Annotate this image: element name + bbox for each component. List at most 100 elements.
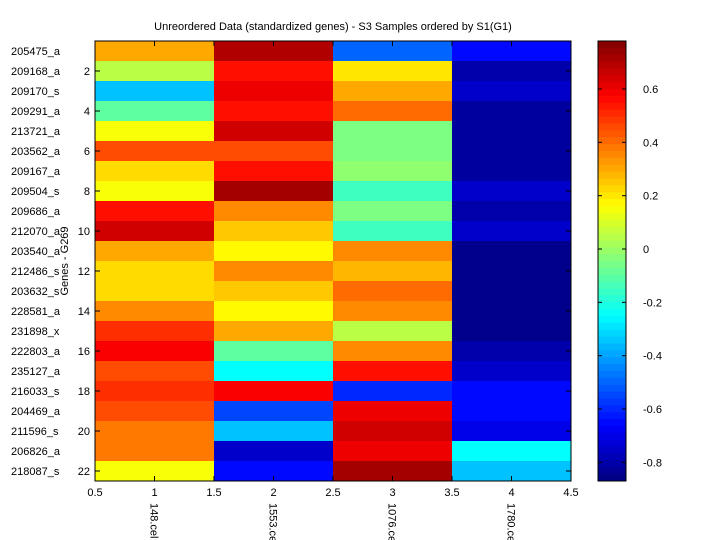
colorbar-segment [598, 130, 626, 138]
colorbar-segment [598, 371, 626, 379]
x-tick-label: 1 [151, 487, 157, 499]
colorbar-segment [598, 226, 626, 234]
cell-r9-c2 [214, 201, 334, 222]
y-tick-label: 2 [84, 66, 90, 78]
cell-r12-c2 [214, 261, 334, 282]
colorbar-segment [598, 384, 626, 393]
colorbar-segment [598, 288, 626, 296]
colorbar-segment [598, 82, 626, 90]
cell-r8-c4 [452, 181, 572, 202]
colorbar-tick-label: 0.4 [643, 137, 658, 149]
cell-r13-c2 [214, 281, 334, 302]
cell-r22-c1 [95, 461, 215, 482]
colorbar-segment [598, 89, 626, 97]
cell-r2-c1 [95, 61, 215, 82]
colorbar-segment [598, 61, 626, 69]
cell-r22-c3 [333, 461, 453, 482]
cell-r20-c4 [452, 421, 572, 442]
axes: 205475_a 209168_a 209170_s 209291_a 213721_a… [11, 41, 579, 540]
y-tick-label: 4 [84, 106, 90, 118]
row-label: 218087_s [11, 466, 60, 478]
cell-r20-c2 [214, 421, 334, 442]
colorbar-segment [598, 426, 626, 434]
x-tick-label: 0.5 [87, 487, 102, 499]
cell-r14-c2 [214, 301, 334, 322]
cell-r11-c1 [95, 241, 215, 262]
x-tick-label: 1.5 [206, 487, 221, 499]
y-tick-label: 18 [78, 386, 90, 398]
colorbar-segment [598, 233, 626, 241]
colorbar-segment [598, 309, 626, 317]
row-label: 203632_s [11, 286, 60, 298]
colorbar-segment [598, 151, 626, 159]
cell-r18-c1 [95, 381, 215, 402]
colorbar-segment [598, 96, 626, 104]
cell-r11-c2 [214, 241, 334, 262]
row-label: 203562_a [11, 146, 61, 158]
colorbar-segment [598, 322, 626, 331]
cell-r19-c1 [95, 401, 215, 422]
colorbar-segment [598, 206, 626, 214]
cell-r6-c4 [452, 141, 572, 162]
cell-r4-c4 [452, 101, 572, 122]
cell-r2-c3 [333, 61, 453, 82]
colorbar-segment [598, 75, 626, 83]
cell-r18-c2 [214, 381, 334, 402]
cell-r3-c4 [452, 81, 572, 102]
column-label: 1780.cel [505, 503, 517, 540]
cell-r18-c3 [333, 381, 453, 402]
colorbar-segment [598, 137, 626, 145]
row-label: 203540_a [11, 246, 61, 258]
row-label: 211596_s [11, 426, 59, 438]
cell-r16-c1 [95, 341, 215, 362]
cell-r18-c4 [452, 381, 572, 402]
x-tick-label: 3 [389, 487, 395, 499]
colorbar-segment [598, 364, 626, 372]
cell-r5-c2 [214, 121, 334, 142]
y-tick-label: 6 [84, 146, 90, 158]
cell-r7-c4 [452, 161, 572, 182]
x-tick-label: 2 [270, 487, 276, 499]
colorbar-segment [598, 240, 626, 248]
cell-r15-c3 [333, 321, 453, 342]
cell-r17-c3 [333, 361, 453, 382]
colorbar-segment [598, 419, 626, 427]
colorbar-segment [598, 405, 626, 413]
colorbar-tick-label: 0.6 [643, 84, 658, 96]
cell-r3-c2 [214, 81, 334, 102]
cell-r7-c2 [214, 161, 334, 182]
colorbar-frame [597, 40, 627, 482]
cell-r22-c2 [214, 461, 334, 482]
colorbar-segment [598, 316, 626, 324]
colorbar-segment [598, 185, 626, 193]
cell-r16-c2 [214, 341, 334, 362]
colorbar-segment [598, 295, 626, 303]
cell-r6-c1 [95, 141, 215, 162]
y-tick-label: 16 [78, 346, 90, 358]
colorbar-segment [598, 343, 626, 351]
colorbar-segment [598, 336, 626, 344]
colorbar-segment [598, 47, 626, 56]
cell-r3-c1 [95, 81, 215, 102]
colorbar-segment [598, 247, 626, 255]
cell-r14-c1 [95, 301, 215, 322]
row-label: 205475_a [11, 46, 61, 58]
y-tick-label: 22 [78, 466, 90, 478]
cell-r5-c1 [95, 121, 215, 142]
row-label: 204469_a [11, 406, 61, 418]
x-tick-label: 4 [508, 487, 514, 499]
colorbar-segment [598, 123, 626, 131]
cell-r1-c4 [452, 41, 572, 62]
colorbar-segment [598, 54, 626, 63]
row-label: 209168_a [11, 66, 61, 78]
colorbar-segment [598, 460, 626, 468]
cell-r15-c1 [95, 321, 215, 342]
colorbar-segment [598, 274, 626, 283]
cell-r14-c4 [452, 301, 572, 322]
cell-r9-c4 [452, 201, 572, 222]
row-label: 231898_x [11, 326, 60, 338]
cell-r20-c3 [333, 421, 453, 442]
x-tick-label: 3.5 [444, 487, 459, 499]
row-label: 235127_a [11, 366, 61, 378]
cell-r17-c2 [214, 361, 334, 382]
